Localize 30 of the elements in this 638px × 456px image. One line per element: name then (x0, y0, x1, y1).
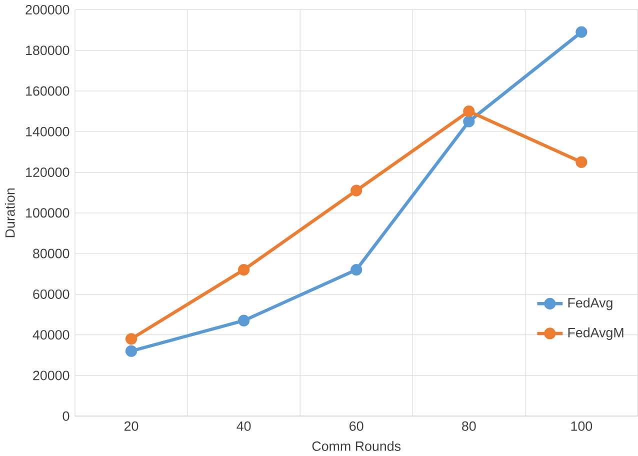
point (350, 264, 362, 276)
y-tick-label: 20000 (33, 370, 70, 380)
point (238, 264, 250, 276)
legend-label: FedAvg (568, 298, 612, 310)
point (350, 184, 362, 196)
x-tick-label: 100 (571, 421, 592, 431)
point (125, 333, 138, 345)
y-tick-label: 0 (62, 411, 70, 421)
x-tick-label: 60 (350, 421, 364, 431)
y-tick-label: 100000 (26, 208, 70, 218)
y-axis-title: Duration (4, 188, 15, 238)
y-tick-label: 40000 (32, 330, 70, 340)
point (238, 314, 250, 326)
x-tick-label: 40 (236, 421, 251, 431)
point (576, 26, 588, 38)
x-tick-label: 20 (124, 421, 138, 431)
y-tick-label: 80000 (33, 248, 70, 258)
y-tick-label: 200000 (26, 5, 70, 15)
y-tick-label: 140000 (26, 126, 70, 136)
point (576, 156, 588, 168)
x-tick-label: 80 (462, 421, 476, 431)
legend-label: FedAvgM (568, 328, 624, 340)
y-tick-label: 160000 (26, 86, 70, 96)
point (125, 345, 138, 357)
x-axis-title: Comm Rounds (312, 441, 401, 451)
y-tick-label: 120000 (26, 168, 70, 178)
y-tick-label: 180000 (26, 46, 70, 56)
point (463, 116, 475, 128)
point (463, 106, 475, 118)
y-tick-label: 60000 (33, 290, 70, 300)
